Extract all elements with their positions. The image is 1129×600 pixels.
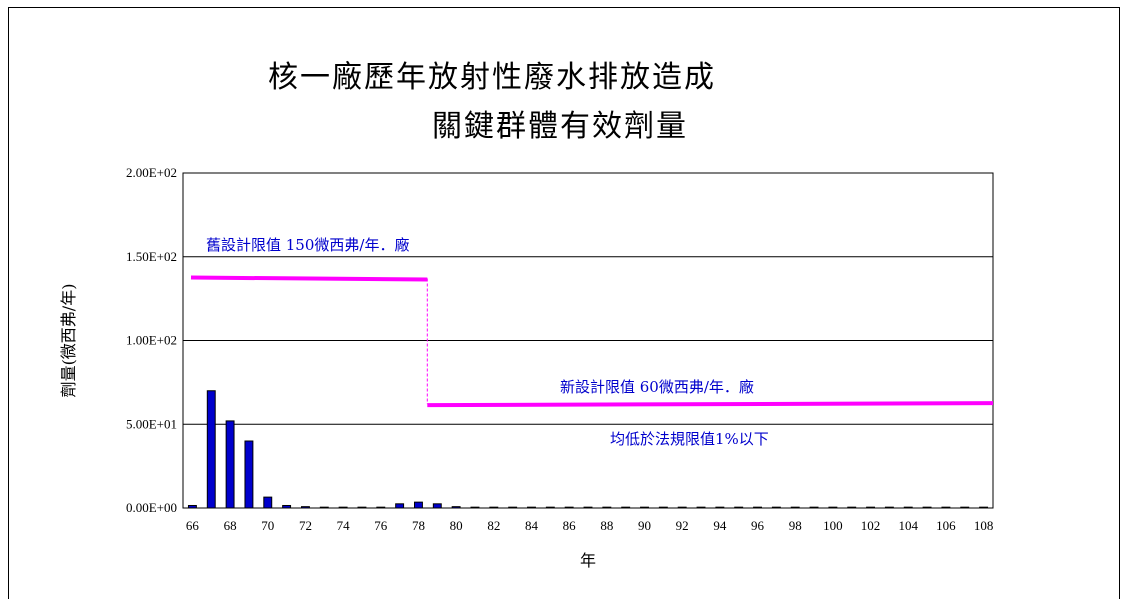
bar [508,506,518,509]
bar [319,506,329,509]
bar [979,506,989,509]
x-tick-label: 78 [412,518,425,533]
y-tick-label: 0.00E+00 [126,500,177,515]
bar [432,503,442,509]
bar [621,506,631,509]
bar [903,506,913,509]
bar [922,506,932,509]
bar [225,420,235,509]
bar [282,504,292,509]
x-tick-label: 88 [600,518,613,533]
bar [583,506,593,509]
bar [244,440,254,509]
x-tick-label: 108 [974,518,994,533]
bar [300,506,310,509]
bar [470,506,480,509]
x-tick-label: 106 [936,518,956,533]
bar [884,506,894,509]
bar [828,506,838,509]
x-tick-label: 82 [487,518,500,533]
x-tick-label: 72 [299,518,312,533]
bar [941,506,951,509]
bar [960,506,970,509]
bar [395,503,405,509]
bar [489,506,499,509]
x-tick-label: 80 [450,518,463,533]
note-annotation: 均低於法規限值1%以下 [610,430,769,448]
y-tick-label: 2.00E+02 [126,165,177,180]
y-tick-label: 1.50E+02 [126,249,177,264]
bar [564,506,574,509]
x-tick-label: 94 [713,518,727,533]
bar [640,506,649,509]
x-tick-label: 76 [374,518,388,533]
bar [809,506,819,509]
bar [263,496,273,509]
bar [357,506,367,509]
bar [715,506,725,509]
x-tick-label: 96 [751,518,765,533]
bar [753,506,762,509]
x-tick-label: 86 [563,518,577,533]
bar [414,501,423,509]
bar [451,506,461,509]
new-limit-line [427,401,994,408]
x-axis-label: 年 [580,551,596,570]
bar [545,506,555,509]
bar [206,390,216,509]
x-tick-label: 102 [861,518,881,533]
bar [677,506,687,509]
bar [376,506,386,509]
chart-title: 核一廠歷年放射性廢水排放造成 [268,60,716,95]
bar [790,506,800,509]
bar [866,506,876,509]
bar [771,506,781,509]
y-tick-label: 5.00E+01 [126,416,177,431]
chart-subtitle: 關鍵群體有效劑量 [432,109,688,144]
bar [527,506,536,509]
x-tick-label: 68 [224,518,237,533]
x-tick-label: 90 [638,518,651,533]
x-tick-label: 104 [898,518,918,533]
bar [658,506,668,509]
bar [602,506,612,509]
old-limit-line [190,275,428,282]
x-tick-label: 100 [823,518,843,533]
bar [187,504,197,509]
x-tick-label: 84 [525,518,539,533]
x-tick-label: 98 [789,518,802,533]
y-axis-label: 劑量(微西弗/年) [59,284,78,398]
y-tick-label: 1.00E+02 [126,333,177,348]
x-tick-label: 66 [186,518,200,533]
chart-frame [8,7,1120,599]
x-tick-label: 74 [337,518,351,533]
bar [734,506,744,509]
new-limit-label: 新設計限值 60微西弗/年．廠 [560,378,754,396]
x-tick-label: 92 [676,518,689,533]
bar [696,506,706,509]
bar [338,506,348,509]
x-tick-label: 70 [261,518,274,533]
bar [847,506,857,509]
old-limit-label: 舊設計限值 150微西弗/年．廠 [206,236,409,254]
